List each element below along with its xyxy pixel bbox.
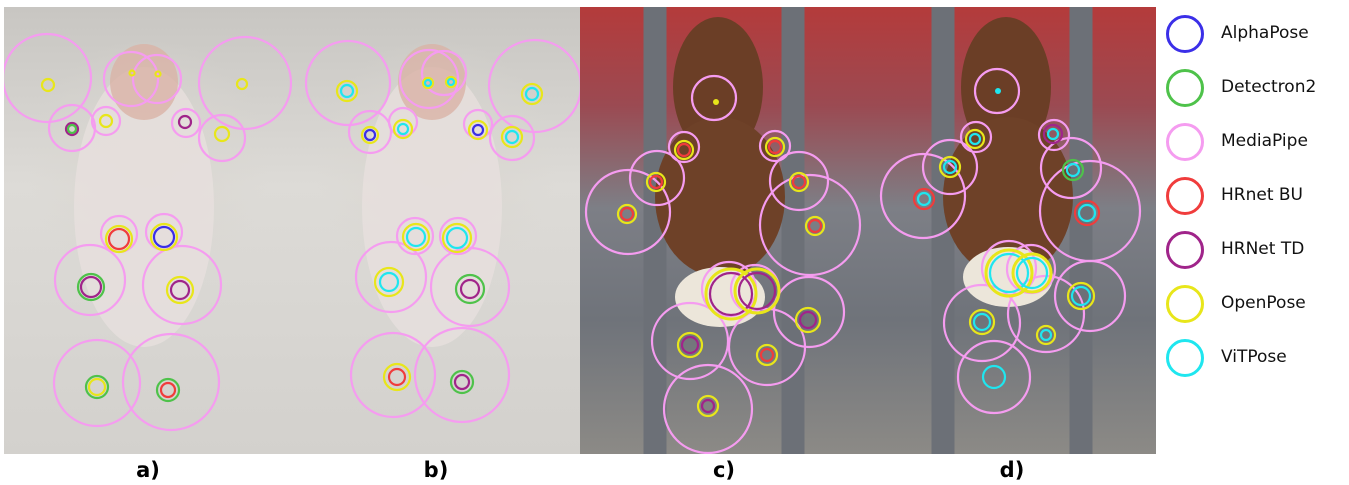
mediapipe-circles (879, 67, 1142, 415)
infant-head-shape (110, 44, 178, 120)
legend-label: ViTPose (1221, 347, 1287, 367)
keypoint-overlay-a (4, 32, 292, 432)
mediapipe-circles (304, 38, 580, 424)
keypoint-detections-a (40, 69, 249, 403)
legend-item-hrnet-td: HRNet TD (1165, 228, 1345, 274)
panel-a-infant-bed-photo (4, 7, 292, 454)
legend-item-vitpose: ViTPose (1165, 336, 1345, 382)
panel-label-c: c) (712, 458, 736, 482)
keypoint-detections-c (616, 99, 826, 418)
legend-swatch-hrnet-bu (1166, 177, 1204, 215)
legend-label: OpenPose (1221, 293, 1306, 313)
legend-label: HRnet BU (1221, 185, 1304, 205)
panel-d-synthetic-infant-mat-photo (868, 7, 1156, 454)
panel-b-infant-bed-photo (292, 7, 580, 454)
mediapipe-circles (4, 32, 292, 432)
legend-swatch-detectron2 (1166, 69, 1204, 107)
keypoint-detections-b (335, 75, 544, 395)
legend-item-openpose: OpenPose (1165, 282, 1345, 328)
legend-label: MediaPipe (1221, 131, 1308, 151)
legend-item-hrnet-bu: HRnet BU (1165, 174, 1345, 220)
legend-swatch-mediapipe (1166, 123, 1204, 161)
keypoint-detections-d (912, 88, 1101, 390)
legend-item-mediapipe: MediaPipe (1165, 120, 1345, 166)
panel-label-b: b) (423, 458, 449, 482)
legend-swatch-vitpose (1166, 339, 1204, 377)
legend-label: AlphaPose (1221, 23, 1309, 43)
panel-c-synthetic-infant-mat-photo (580, 7, 868, 454)
panel-label-d: d) (999, 458, 1025, 482)
legend-swatch-alphapose (1166, 15, 1204, 53)
panel-label-a: a) (136, 458, 160, 482)
legend-swatch-hrnet-td (1166, 231, 1204, 269)
keypoint-overlay-b (304, 38, 580, 424)
keypoint-overlay-c (584, 17, 862, 454)
infant-body-shape (655, 117, 785, 277)
keypoint-overlay-d (879, 17, 1142, 415)
legend-label: Detectron2 (1221, 77, 1317, 97)
legend-item-detectron2: Detectron2 (1165, 66, 1345, 112)
legend-label: HRNet TD (1221, 239, 1305, 259)
legend-swatch-openpose (1166, 285, 1204, 323)
legend-item-alphapose: AlphaPose (1165, 12, 1345, 58)
